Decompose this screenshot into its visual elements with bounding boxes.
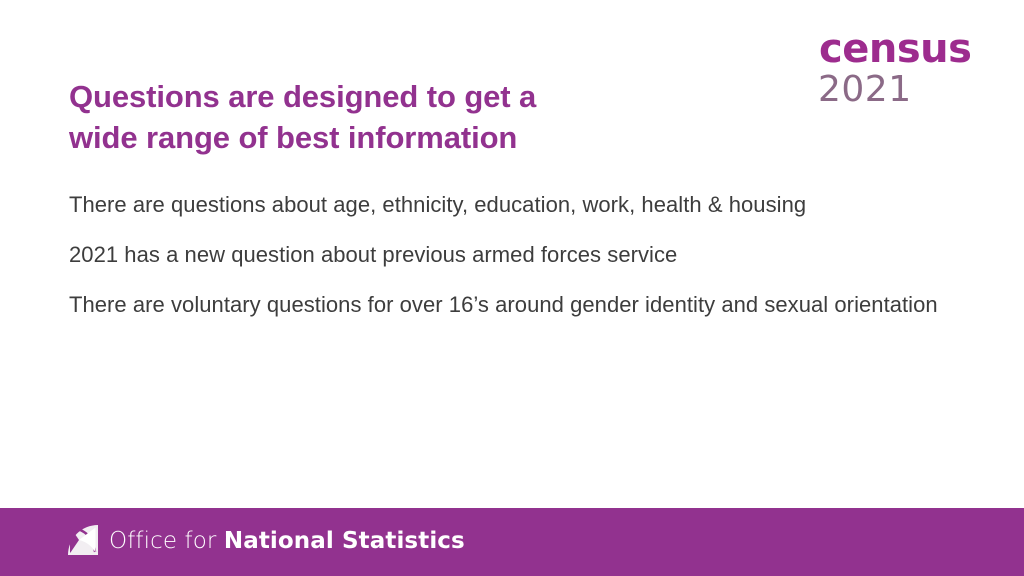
census-2021-logo: census 2021: [815, 28, 1015, 114]
ons-text-bold: National Statistics: [223, 527, 465, 554]
census-year-label: 2021: [818, 69, 912, 110]
ons-text-light: Office for: [109, 527, 224, 554]
body-paragraph-1: There are questions about age, ethnicity…: [69, 192, 807, 217]
page-title-line-1: Questions are designed to get a: [69, 78, 537, 114]
page-title: Questions are designed to get a wide ran…: [69, 76, 709, 158]
page-title-line-2: wide range of best information: [69, 119, 518, 155]
ons-logo: Office for National Statistics: [68, 523, 465, 557]
footer-bar: Office for National Statistics: [0, 508, 1024, 576]
body-paragraph-2: 2021 has a new question about previous a…: [69, 242, 678, 267]
ons-logo-text: Office for National Statistics: [109, 527, 465, 554]
body-content: There are questions about age, ethnicity…: [69, 188, 974, 322]
ons-logo-mark-icon: [68, 525, 98, 555]
body-paragraph-3: There are voluntary questions for over 1…: [69, 292, 938, 317]
census-wordmark: census: [819, 26, 972, 72]
